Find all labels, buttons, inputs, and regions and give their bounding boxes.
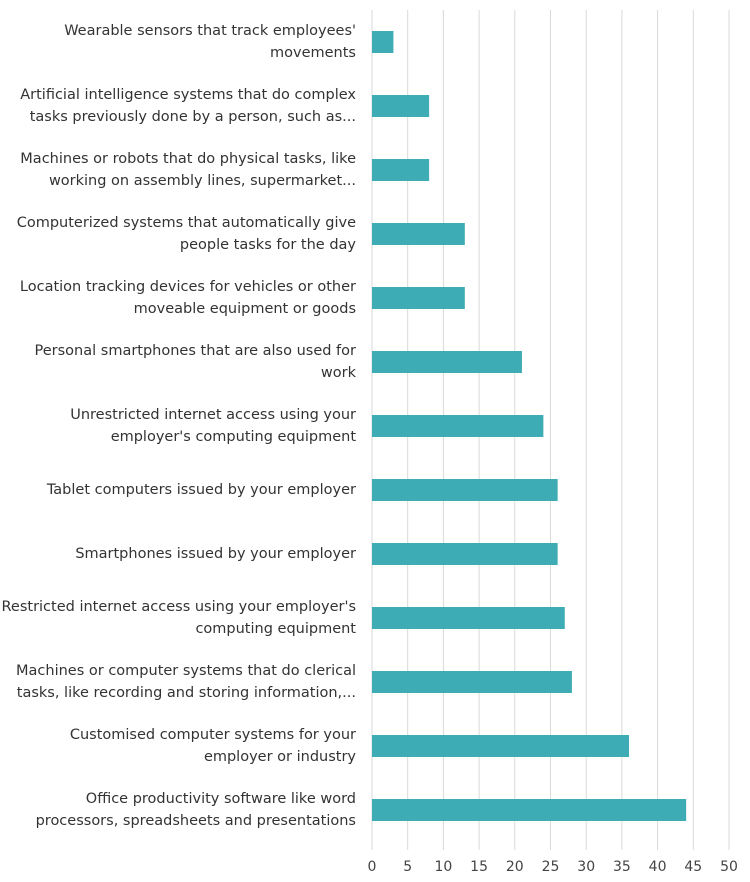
x-tick-label: 10 xyxy=(434,859,452,875)
x-tick-label: 0 xyxy=(368,859,377,875)
bar xyxy=(372,223,465,245)
bar xyxy=(372,735,630,757)
category-label: Computerized systems that automatically … xyxy=(16,215,356,253)
category-label: Machines or computer systems that do cle… xyxy=(16,663,356,701)
category-label: Tablet computers issued by your employer xyxy=(46,482,356,498)
x-tick-label: 25 xyxy=(542,859,560,875)
x-tick-label: 30 xyxy=(577,859,595,875)
bar xyxy=(372,607,565,629)
bar xyxy=(372,543,558,565)
category-label: Office productivity software like word p… xyxy=(35,791,356,829)
bar xyxy=(372,799,687,821)
category-label: Restricted internet access using your em… xyxy=(1,599,356,637)
bar xyxy=(372,31,394,53)
x-tick-label: 45 xyxy=(684,859,702,875)
x-tick-label: 50 xyxy=(720,859,738,875)
category-label: Wearable sensors that track employees' m… xyxy=(64,23,356,61)
bar xyxy=(372,287,465,309)
category-label: Personal smartphones that are also used … xyxy=(34,343,356,381)
category-label: Location tracking devices for vehicles o… xyxy=(19,279,356,317)
x-tick-label: 20 xyxy=(506,859,524,875)
bar xyxy=(372,95,430,117)
bar xyxy=(372,351,522,373)
category-label: Smartphones issued by your employer xyxy=(75,546,356,562)
bar xyxy=(372,415,544,437)
x-tick-label: 40 xyxy=(649,859,667,875)
category-label: Artificial intelligence systems that do … xyxy=(20,87,356,125)
category-label: Customised computer systems for your emp… xyxy=(69,727,356,765)
bar xyxy=(372,159,430,181)
x-tick-label: 15 xyxy=(470,859,488,875)
category-label: Unrestricted internet access using your … xyxy=(70,407,356,445)
x-tick-label: 35 xyxy=(613,859,631,875)
bar xyxy=(372,671,572,693)
bar xyxy=(372,479,558,501)
x-tick-label: 5 xyxy=(403,859,412,875)
category-label: Machines or robots that do physical task… xyxy=(20,151,356,189)
